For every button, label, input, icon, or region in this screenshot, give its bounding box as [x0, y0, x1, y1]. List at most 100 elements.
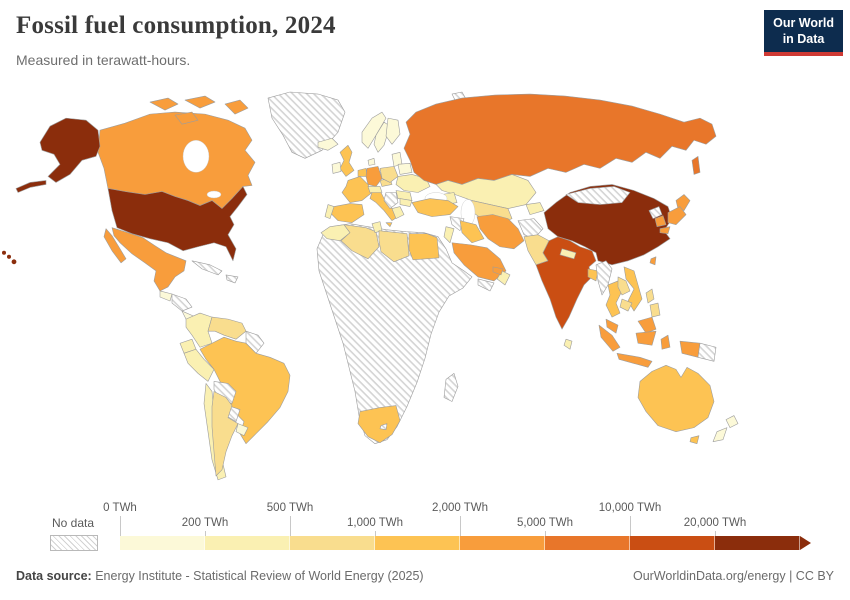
country-australia[interactable] [637, 365, 715, 432]
owid-logo[interactable]: Our World in Data [764, 10, 843, 57]
country-france[interactable] [341, 176, 373, 203]
country-afghanistan[interactable] [517, 218, 544, 240]
country-baja[interactable] [103, 228, 127, 264]
country-japan[interactable] [659, 226, 671, 234]
country-poland[interactable] [379, 166, 399, 183]
country-canada-island[interactable] [149, 97, 179, 111]
country-alaska[interactable] [39, 117, 101, 183]
country-sweden[interactable] [373, 121, 391, 153]
owid-link[interactable]: OurWorldinData.org/energy [632, 569, 786, 583]
legend-bin-200-500[interactable] [205, 536, 290, 550]
country-peru[interactable] [183, 348, 215, 382]
country-venezuela[interactable] [207, 316, 247, 340]
country-sri-lanka[interactable] [563, 338, 573, 350]
country-mongolia[interactable] [565, 186, 631, 205]
country-canada-island[interactable] [184, 95, 216, 109]
country-turkey[interactable] [411, 198, 459, 217]
country-bangladesh[interactable] [587, 268, 599, 282]
country-china[interactable] [543, 184, 673, 266]
country-tasmania[interactable] [689, 435, 700, 445]
country-guatemala[interactable] [159, 290, 173, 302]
country-canada-island[interactable] [174, 111, 199, 125]
country-uae-qatar[interactable] [492, 266, 504, 276]
country-malaysia[interactable] [605, 318, 619, 334]
country-finland[interactable] [385, 117, 401, 145]
country-hispaniola[interactable] [225, 274, 239, 284]
country-lesotho[interactable] [379, 423, 388, 430]
country-israel-jordan[interactable] [443, 226, 455, 244]
country-sicily[interactable] [385, 222, 393, 227]
country-tunisia[interactable] [371, 221, 383, 233]
country-alpine[interactable] [367, 186, 383, 193]
legend-bin-20,000+[interactable] [715, 536, 800, 550]
country-cuba[interactable] [191, 260, 223, 276]
country-kyrgyzstan-tajikistan[interactable] [525, 202, 545, 215]
country-hawaii[interactable] [11, 259, 17, 265]
legend-bin-500-1,000[interactable] [290, 536, 375, 550]
country-new-zealand[interactable] [725, 415, 739, 428]
country-honduras-nicaragua[interactable] [171, 293, 193, 312]
country-vietnam[interactable] [623, 266, 643, 312]
country-libya[interactable] [378, 230, 410, 263]
country-sakhalin[interactable] [691, 156, 701, 175]
country-canada-island[interactable] [224, 99, 249, 115]
country-syria[interactable] [449, 216, 465, 231]
country-india[interactable] [535, 236, 597, 330]
country-argentina[interactable] [211, 391, 239, 477]
legend-bin-1,000-2,000[interactable] [375, 536, 460, 550]
country-kazakhstan[interactable] [435, 174, 537, 209]
country-hawaii[interactable] [7, 254, 11, 259]
country-madagascar[interactable] [443, 373, 459, 402]
country-papua-new-guinea[interactable] [697, 342, 717, 362]
country-bulgaria[interactable] [399, 198, 413, 207]
country-indonesia-sulawesi[interactable] [660, 334, 671, 350]
country-usa[interactable] [107, 186, 248, 262]
country-greece[interactable] [391, 206, 405, 219]
country-cambodia[interactable] [619, 298, 633, 312]
country-aleutians[interactable] [15, 180, 47, 193]
country-iran[interactable] [476, 214, 525, 250]
country-yemen[interactable] [477, 278, 495, 292]
country-hawaii[interactable] [2, 250, 6, 255]
region-africa-no-data[interactable] [316, 223, 473, 445]
license-label[interactable]: CC BY [795, 569, 834, 583]
world-choropleth-map[interactable] [0, 90, 850, 502]
country-united-kingdom[interactable] [339, 144, 355, 177]
country-iceland[interactable] [317, 137, 339, 151]
country-benelux[interactable] [357, 168, 368, 177]
legend-bin-2,000-5,000[interactable] [460, 536, 545, 550]
country-uruguay[interactable] [235, 423, 249, 436]
country-belarus[interactable] [397, 163, 413, 175]
country-north-korea[interactable] [648, 206, 663, 219]
country-south-korea[interactable] [654, 215, 667, 227]
country-ukraine[interactable] [395, 174, 431, 193]
country-new-zealand[interactable] [712, 427, 728, 443]
country-south-africa[interactable] [357, 405, 401, 444]
country-portugal[interactable] [324, 204, 335, 219]
country-malaysia-borneo[interactable] [637, 316, 657, 334]
legend-no-data-swatch[interactable] [50, 535, 98, 551]
country-italy[interactable] [369, 190, 399, 221]
country-greenland[interactable] [267, 91, 346, 159]
country-iraq[interactable] [459, 220, 485, 244]
legend-bin-0-200[interactable] [120, 536, 205, 550]
country-balkans[interactable] [383, 192, 399, 209]
country-algeria[interactable] [340, 224, 380, 260]
country-indonesia-sumatra[interactable] [598, 324, 621, 352]
country-indonesia-borneo[interactable] [635, 330, 657, 346]
country-indonesia-java[interactable] [616, 352, 653, 368]
legend-bin-10,000-20,000[interactable] [630, 536, 715, 550]
country-ireland[interactable] [331, 162, 342, 174]
country-indonesia-papua[interactable] [679, 340, 701, 358]
country-egypt[interactable] [408, 233, 440, 261]
legend-bin-5,000-10,000[interactable] [545, 536, 630, 550]
country-philippines[interactable] [645, 288, 655, 304]
country-germany[interactable] [365, 166, 383, 187]
country-taiwan[interactable] [649, 256, 657, 266]
country-denmark[interactable] [367, 158, 376, 166]
country-russia[interactable] [403, 93, 717, 185]
country-brazil[interactable] [199, 336, 291, 445]
country-laos[interactable] [617, 276, 631, 296]
country-mexico[interactable] [111, 227, 187, 292]
country-spain[interactable] [329, 203, 365, 223]
